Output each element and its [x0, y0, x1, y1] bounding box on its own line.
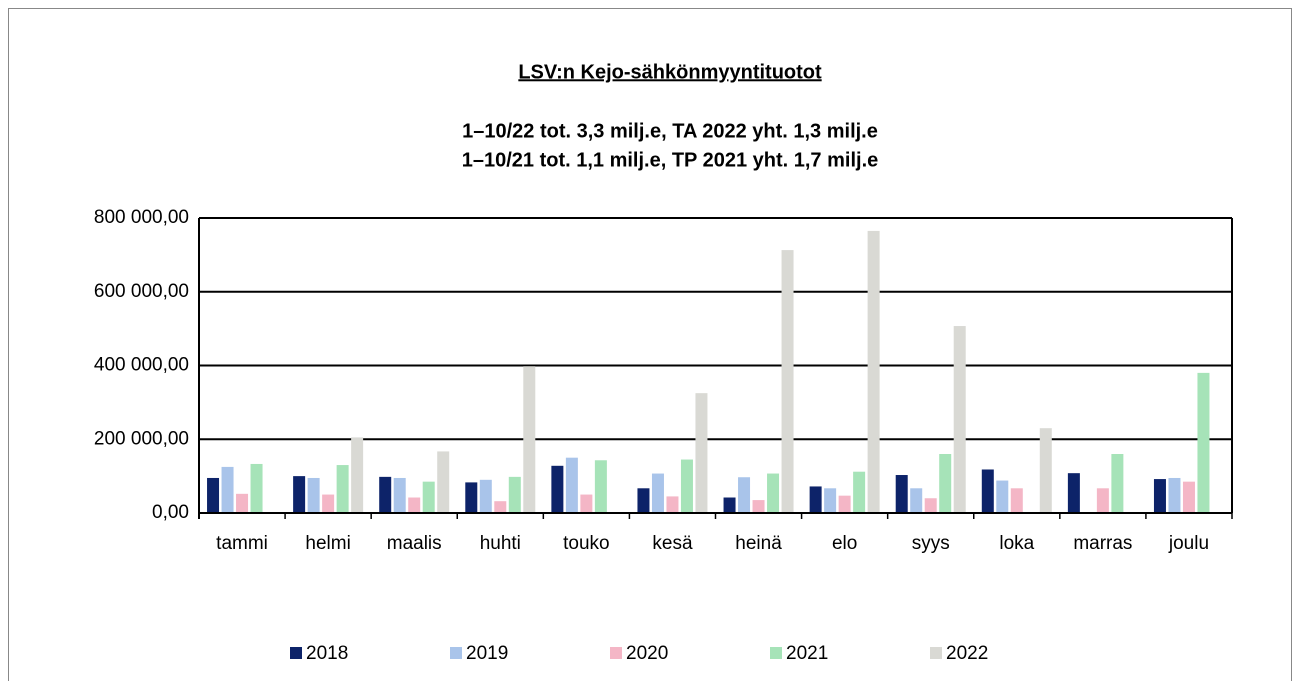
x-tick-label: helmi — [305, 533, 350, 554]
bar — [393, 477, 406, 513]
chart-title: LSV:n Kejo-sähkönmyyntituotot — [518, 61, 822, 83]
bar — [752, 500, 765, 513]
y-tick-label: 0,00 — [152, 502, 189, 523]
bar — [1153, 479, 1166, 513]
x-tick-label: heinä — [735, 533, 782, 554]
bar — [924, 498, 937, 513]
legend-label: 2018 — [306, 643, 348, 664]
bar — [494, 501, 507, 513]
y-tick-label: 800 000,00 — [94, 207, 189, 228]
bar — [767, 473, 780, 513]
y-tick-label: 200 000,00 — [94, 428, 189, 449]
bar — [781, 250, 794, 514]
x-tick-label: tammi — [216, 533, 268, 554]
bar — [1067, 473, 1080, 513]
legend-label: 2019 — [466, 643, 508, 664]
legend-swatch — [450, 647, 462, 659]
bar — [508, 476, 521, 513]
chart-subtitle: 1–10/21 tot. 1,1 milj.e, TP 2021 yht. 1,… — [462, 149, 879, 171]
bar — [723, 497, 736, 513]
bar — [336, 465, 349, 513]
bar — [1039, 428, 1052, 513]
bar — [695, 393, 708, 513]
chart-frame — [8, 8, 1292, 681]
bar — [322, 494, 335, 513]
x-tick-label: huhti — [480, 533, 521, 554]
x-tick-label: marras — [1073, 533, 1132, 554]
bar — [207, 477, 220, 513]
x-tick-label: touko — [563, 533, 609, 554]
x-tick-label: maalis — [387, 533, 442, 554]
bar — [422, 481, 435, 513]
bar — [293, 476, 306, 513]
legend-swatch — [610, 647, 622, 659]
chart-subtitle: 1–10/22 tot. 3,3 milj.e, TA 2022 yht. 1,… — [462, 120, 878, 142]
x-tick-label: loka — [999, 533, 1034, 554]
bar — [221, 466, 234, 513]
legend-swatch — [290, 647, 302, 659]
bar — [379, 476, 392, 513]
bar — [465, 482, 478, 513]
bar — [1096, 488, 1109, 513]
bar — [1182, 481, 1195, 513]
bar — [738, 477, 751, 513]
bar — [838, 495, 851, 513]
bar — [551, 465, 564, 513]
bar — [910, 488, 923, 513]
bar — [867, 230, 880, 513]
bar — [236, 493, 249, 513]
bar — [479, 479, 492, 513]
bar — [523, 366, 536, 513]
x-tick-label: elo — [832, 533, 857, 554]
bar — [307, 477, 320, 513]
y-tick-label: 400 000,00 — [94, 355, 189, 376]
bar — [981, 469, 994, 513]
bar — [1111, 454, 1124, 513]
legend-swatch — [770, 647, 782, 659]
bar — [580, 494, 593, 513]
bar — [1010, 488, 1023, 513]
bar — [1168, 477, 1181, 513]
bar — [953, 326, 966, 513]
x-tick-label: kesä — [652, 533, 693, 554]
x-tick-label: syys — [912, 533, 950, 554]
bar — [680, 459, 693, 513]
bar — [351, 437, 364, 513]
legend-label: 2021 — [786, 643, 828, 664]
bar — [594, 460, 607, 513]
legend-label: 2022 — [946, 643, 988, 664]
legend-swatch — [930, 647, 942, 659]
legend-label: 2020 — [626, 643, 668, 664]
bar — [939, 454, 952, 513]
x-tick-label: joulu — [1168, 533, 1209, 554]
bar — [651, 473, 664, 513]
bar — [250, 463, 263, 513]
bar — [824, 488, 837, 513]
bar — [895, 475, 908, 513]
bar — [996, 480, 1009, 513]
bar — [637, 488, 650, 513]
bar — [666, 496, 679, 513]
bar — [565, 457, 578, 513]
bar — [408, 497, 421, 513]
bar — [809, 486, 822, 513]
bar — [437, 451, 450, 513]
y-tick-label: 600 000,00 — [94, 281, 189, 302]
bar — [853, 471, 866, 513]
bar — [1197, 372, 1210, 513]
